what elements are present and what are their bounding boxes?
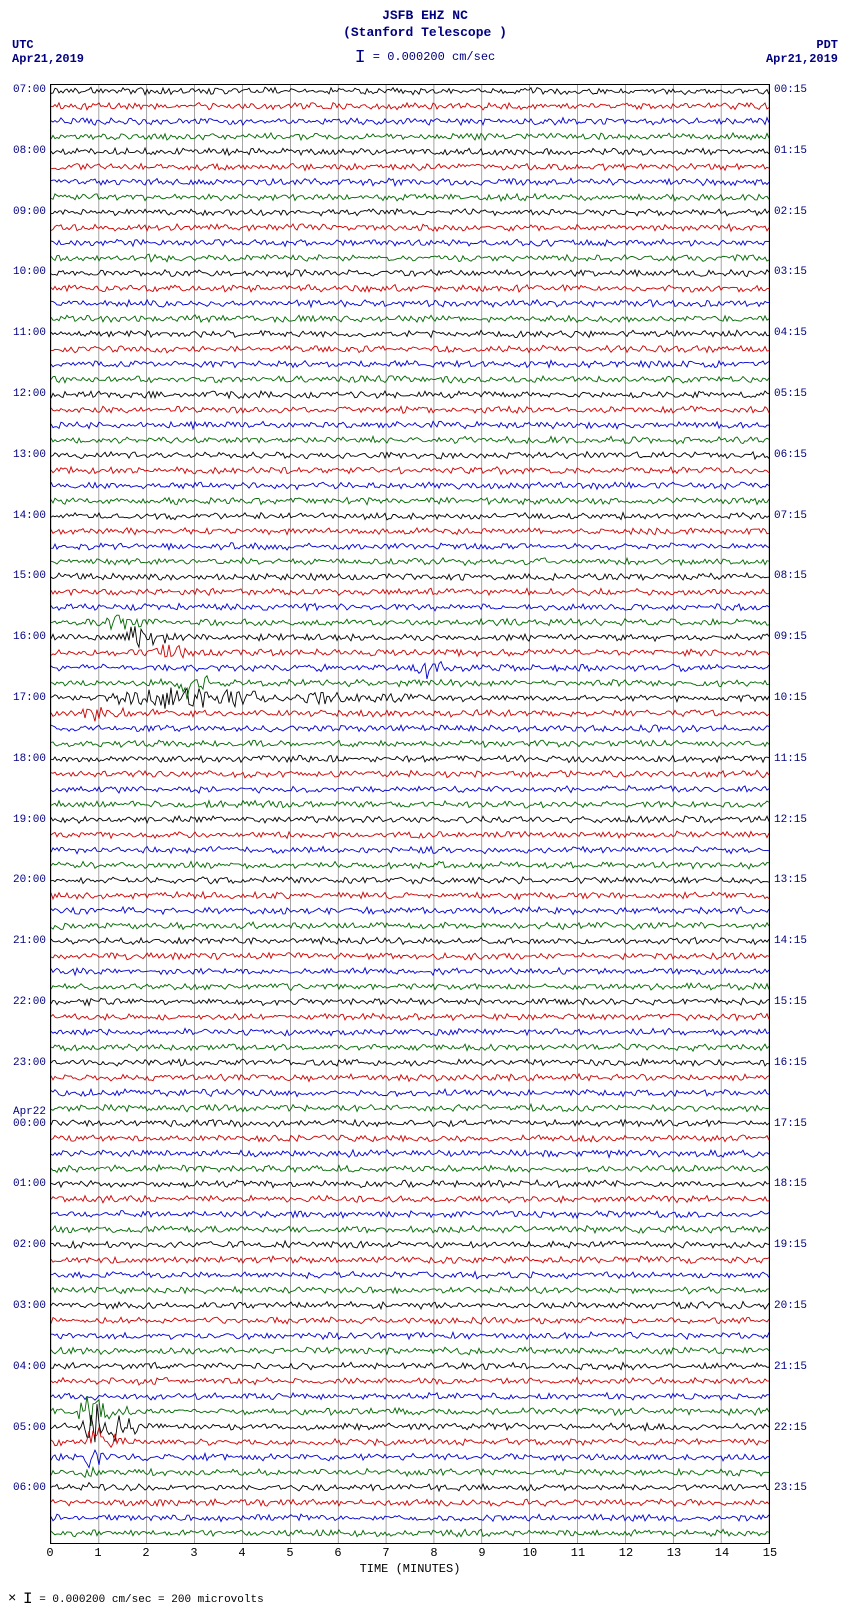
left-date-prefix: Apr22 <box>13 1106 46 1118</box>
left-hour-label: 16:00 <box>13 631 46 643</box>
left-hour-label: 06:00 <box>13 1482 46 1494</box>
tz-right-date: Apr21,2019 <box>766 52 838 66</box>
scale-note: I = 0.000200 cm/sec <box>0 46 850 66</box>
x-tick-label: 6 <box>334 1546 341 1560</box>
x-tick-label: 4 <box>238 1546 245 1560</box>
left-hour-label: 18:00 <box>13 753 46 765</box>
x-tick-label: 0 <box>46 1546 53 1560</box>
right-hour-label: 22:15 <box>774 1422 807 1434</box>
right-hour-label: 14:15 <box>774 935 807 947</box>
right-hour-label: 01:15 <box>774 145 807 157</box>
tz-right-name: PDT <box>766 38 838 52</box>
left-hour-label: 19:00 <box>13 814 46 826</box>
left-hour-label: 07:00 <box>13 84 46 96</box>
right-hour-label: 10:15 <box>774 692 807 704</box>
left-hour-label: 00:00 <box>13 1118 46 1130</box>
x-tick-label: 9 <box>478 1546 485 1560</box>
x-tick-label: 8 <box>430 1546 437 1560</box>
right-hour-label: 02:15 <box>774 206 807 218</box>
left-hour-label: 09:00 <box>13 206 46 218</box>
left-hour-label: 12:00 <box>13 388 46 400</box>
left-hour-label: 13:00 <box>13 449 46 461</box>
right-hour-label: 17:15 <box>774 1118 807 1130</box>
right-hour-label: 21:15 <box>774 1361 807 1373</box>
right-hour-label: 15:15 <box>774 996 807 1008</box>
left-hour-label: 20:00 <box>13 874 46 886</box>
right-hour-label: 03:15 <box>774 266 807 278</box>
seismogram-svg <box>51 85 769 1543</box>
right-hour-label: 06:15 <box>774 449 807 461</box>
right-hour-label: 05:15 <box>774 388 807 400</box>
left-hour-label: 01:00 <box>13 1178 46 1190</box>
x-tick-label: 1 <box>94 1546 101 1560</box>
tz-left-block: UTC Apr21,2019 <box>12 38 84 67</box>
left-hour-label: 14:00 <box>13 510 46 522</box>
left-hour-label: 11:00 <box>13 327 46 339</box>
x-axis-title: TIME (MINUTES) <box>0 1562 820 1576</box>
left-hour-label: 15:00 <box>13 570 46 582</box>
right-hour-label: 18:15 <box>774 1178 807 1190</box>
right-hour-label: 04:15 <box>774 327 807 339</box>
right-hour-label: 00:15 <box>774 84 807 96</box>
x-tick-label: 5 <box>286 1546 293 1560</box>
left-time-labels: 07:00 08:00 09:00 10:00 11:00 12:00 13:00 14:00… <box>0 84 48 1544</box>
x-tick-label: 11 <box>571 1546 585 1560</box>
right-hour-label: 13:15 <box>774 874 807 886</box>
right-hour-label: 19:15 <box>774 1239 807 1251</box>
x-tick-label: 3 <box>190 1546 197 1560</box>
footer-scale: × I = 0.000200 cm/sec = 200 microvolts <box>8 1589 264 1607</box>
tz-right-block: PDT Apr21,2019 <box>766 38 838 67</box>
header: JSFB EHZ NC (Stanford Telescope ) I = 0.… <box>0 8 850 66</box>
tz-left-date: Apr21,2019 <box>12 52 84 66</box>
right-hour-label: 11:15 <box>774 753 807 765</box>
x-tick-label: 7 <box>382 1546 389 1560</box>
right-hour-label: 08:15 <box>774 570 807 582</box>
left-hour-label: 02:00 <box>13 1239 46 1251</box>
x-tick-label: 15 <box>763 1546 777 1560</box>
station-id: JSFB EHZ NC <box>0 8 850 25</box>
right-hour-label: 16:15 <box>774 1057 807 1069</box>
seismogram-container: JSFB EHZ NC (Stanford Telescope ) I = 0.… <box>0 0 850 1613</box>
left-hour-label: 05:00 <box>13 1422 46 1434</box>
right-hour-label: 09:15 <box>774 631 807 643</box>
right-hour-label: 12:15 <box>774 814 807 826</box>
left-hour-label: 03:00 <box>13 1300 46 1312</box>
station-location: (Stanford Telescope ) <box>0 25 850 42</box>
tz-left-name: UTC <box>12 38 84 52</box>
left-hour-label: 21:00 <box>13 935 46 947</box>
x-tick-label: 10 <box>523 1546 537 1560</box>
x-tick-label: 13 <box>667 1546 681 1560</box>
right-hour-label: 20:15 <box>774 1300 807 1312</box>
left-hour-label: 08:00 <box>13 145 46 157</box>
left-hour-label: 22:00 <box>13 996 46 1008</box>
plot-area <box>50 84 770 1544</box>
left-hour-label: 04:00 <box>13 1361 46 1373</box>
x-tick-label: 12 <box>619 1546 633 1560</box>
left-hour-label: 10:00 <box>13 266 46 278</box>
x-tick-label: 2 <box>142 1546 149 1560</box>
right-time-labels: 00:15 01:15 02:15 03:15 04:15 05:15 06:15 07:15… <box>772 84 832 1544</box>
right-hour-label: 23:15 <box>774 1482 807 1494</box>
left-hour-label: 17:00 <box>13 692 46 704</box>
right-hour-label: 07:15 <box>774 510 807 522</box>
x-tick-label: 14 <box>715 1546 729 1560</box>
left-hour-label: 23:00 <box>13 1057 46 1069</box>
